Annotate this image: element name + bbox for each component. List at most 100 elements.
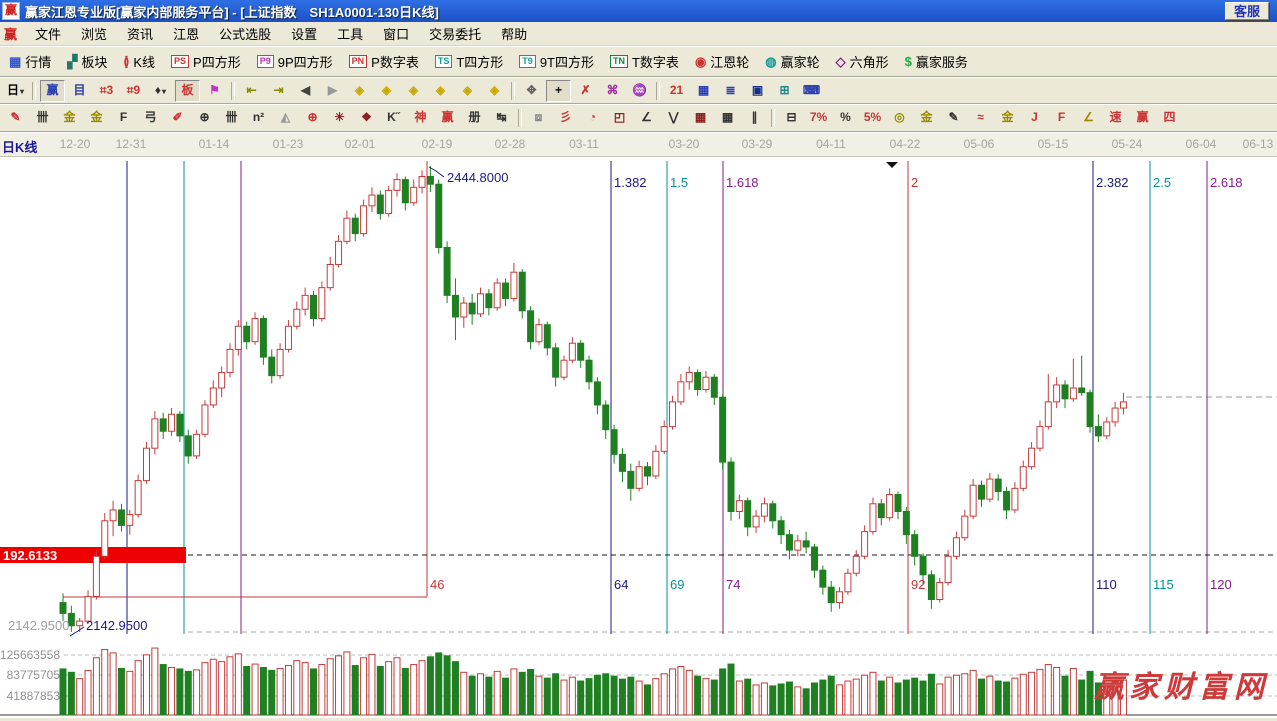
draw-grid-a-icon[interactable]: ▦ (694, 110, 707, 124)
draw-zigzag-icon[interactable]: ⋁ (668, 110, 679, 124)
draw-pct-icon[interactable]: % (840, 110, 851, 124)
draw-time-comb-icon[interactable]: 卌 (36, 110, 49, 124)
nav-pan-right-icon[interactable]: ◈ (381, 82, 392, 97)
draw-angle-line-icon[interactable]: ∠ (641, 110, 652, 124)
tool-winner-wheel[interactable]: ◍ 赢家轮 (758, 49, 826, 74)
draw-pen-red-icon[interactable]: ✎ (10, 110, 21, 124)
draw-fan-circle-icon[interactable]: ◔ (588, 110, 597, 124)
nav-bars-9-icon[interactable]: ⌗9 (126, 82, 141, 97)
main-chart-svg[interactable]: 192.6133 46 1.382 64 1.5 69 1.618 74 2 92 2.382 110… (0, 157, 1277, 718)
tool-9t-square[interactable]: T9 9T四方形 (512, 49, 601, 74)
draw-gold-angle-icon[interactable]: 金 (1001, 110, 1014, 124)
nav-pan-left-icon[interactable]: ◈ (354, 82, 365, 97)
draw-f-angle-icon[interactable]: F (1057, 110, 1066, 124)
nav-mark-tool-icon[interactable]: ✗ (580, 82, 591, 97)
nav-calculator-icon[interactable]: ▦ (697, 82, 710, 97)
nav-notes-icon[interactable]: ≣ (725, 82, 736, 97)
menu-item-settings[interactable]: 设置 (291, 27, 318, 42)
tool-winner-service[interactable]: $ 赢家服务 (898, 49, 975, 74)
draw-span-arrows-icon[interactable]: ↹ (496, 110, 507, 124)
draw-wave-band-icon[interactable]: ≈ (977, 110, 984, 124)
draw-gold-ring-icon[interactable]: ◎ (894, 110, 905, 124)
draw-gold-bars-icon[interactable]: 金 (920, 110, 933, 124)
draw-grid-b-icon[interactable]: ▦ (721, 110, 734, 124)
draw-coil-icon[interactable]: 弓 (144, 110, 157, 124)
nav-step-forward-icon[interactable]: ▶ (327, 82, 338, 97)
tool-t-square[interactable]: TS T四方形 (428, 49, 510, 74)
draw-tick-comb-icon[interactable]: 卌 (225, 110, 238, 124)
date-tick-04-22: 04-22 (889, 137, 921, 151)
draw-pen-black-icon[interactable]: ✎ (948, 110, 959, 124)
nav-info-list-icon[interactable]: 目 (73, 82, 86, 97)
draw-fan-a-icon[interactable]: ◭ (280, 110, 291, 124)
nav-calendar-icon[interactable]: 21 (669, 82, 684, 97)
tool-p-number-table[interactable]: PN P数字表 (342, 49, 426, 74)
nav-win-chart-icon[interactable]: 赢 (40, 79, 65, 102)
draw-ladder-icon[interactable]: ⊟ (786, 110, 797, 124)
menu-item-window[interactable]: 窗口 (383, 27, 410, 42)
nav-pan-all-icon[interactable]: ◈ (435, 82, 446, 97)
draw-n-squared-icon[interactable]: n² (252, 110, 265, 124)
tool-9p-square[interactable]: P9 9P四方形 (250, 49, 340, 74)
draw-pct-5-icon[interactable]: 5% (863, 110, 882, 124)
draw-ying-lines-icon[interactable]: 赢 (1136, 110, 1149, 124)
tool-hexagon[interactable]: ◇ 六角形 (829, 49, 896, 74)
nav-board-tool-icon[interactable]: 板 (175, 79, 200, 102)
draw-f-grid-icon[interactable]: F (119, 110, 128, 124)
draw-j-angle-icon[interactable]: J (1031, 110, 1038, 124)
t-square-label: T四方形 (456, 55, 504, 70)
draw-gold-comb-1-icon[interactable]: 金 (63, 110, 76, 124)
menu-item-gann[interactable]: 江恩 (173, 27, 200, 42)
nav-save-icon[interactable]: ▣ (751, 82, 764, 97)
tool-quotes[interactable]: ▦ 行情 (2, 49, 58, 74)
nav-step-back-icon[interactable]: ◀ (300, 82, 311, 97)
nav-skip-first-icon[interactable]: ⇤ (246, 82, 257, 97)
menu-item-file[interactable]: 文件 (35, 27, 62, 42)
menu-item-browse[interactable]: 浏览 (81, 27, 108, 42)
draw-frame-tool-icon[interactable]: ⧈ (534, 110, 543, 124)
tool-kline[interactable]: ≬ K线 (116, 49, 162, 74)
draw-parallel-icon[interactable]: ∥ (751, 110, 758, 124)
tool-t-number-table[interactable]: TN T数字表 (603, 49, 686, 74)
draw-target-icon[interactable]: ⊕ (307, 110, 318, 124)
nav-share-icon[interactable]: ⊞ (779, 82, 790, 97)
nav-skip-last-icon[interactable]: ⇥ (273, 82, 284, 97)
draw-pen-2-icon[interactable]: ✐ (172, 110, 183, 124)
nav-period-day-icon[interactable]: 日▾ (6, 82, 25, 97)
customer-service-button[interactable]: 客服 (1224, 2, 1269, 20)
menu-item-trade[interactable]: 交易委托 (429, 27, 482, 42)
draw-grid-123-icon[interactable]: 册 (468, 110, 481, 124)
tool-p-square[interactable]: PS P四方形 (164, 49, 248, 74)
nav-node-tool-icon[interactable]: ⌘ (606, 82, 619, 97)
nav-candle-type-icon[interactable]: ♦▾ (154, 82, 167, 97)
menu-item-help[interactable]: 帮助 (501, 27, 528, 42)
draw-pct-7-icon[interactable]: 7% (809, 110, 828, 124)
tool-sectors[interactable]: ▞ 板块 (60, 49, 114, 74)
menu-item-tools[interactable]: 工具 (337, 27, 364, 42)
draw-shen-tool-icon[interactable]: 神 (414, 110, 427, 124)
draw-wheel-icon[interactable]: ✳ (334, 110, 345, 124)
draw-fan-box-icon[interactable]: ◰ (613, 110, 626, 124)
nav-flag-colors-icon[interactable]: ⚑ (209, 82, 220, 97)
nav-bars-3-icon[interactable]: ⌗3 (99, 82, 114, 97)
hexagon-icon: ◇ (835, 53, 846, 69)
nav-computer-icon[interactable]: ⌨ (802, 82, 821, 97)
nav-wave-tool-icon[interactable]: ♒ (632, 82, 647, 97)
draw-gold-comb-2-icon[interactable]: 金 (90, 110, 103, 124)
tool-gann-wheel[interactable]: ◉ 江恩轮 (688, 49, 756, 74)
draw-ying-tool-icon[interactable]: 赢 (441, 110, 454, 124)
nav-crosshair-tool-icon[interactable]: + (546, 79, 571, 102)
draw-fan-lines-icon[interactable]: 彡 (559, 110, 572, 124)
menu-item-news[interactable]: 资讯 (127, 27, 154, 42)
menu-item-formula-pick[interactable]: 公式选股 (219, 27, 272, 42)
draw-wheel-box-icon[interactable]: ❖ (361, 110, 372, 124)
nav-pan-h-icon[interactable]: ◈ (408, 82, 419, 97)
draw-gold-angle-2-icon[interactable]: ∠ (1083, 110, 1094, 124)
draw-su-lines-icon[interactable]: 速 (1109, 110, 1122, 124)
nav-pan-center-icon[interactable]: ◈ (489, 82, 500, 97)
nav-pan-v-icon[interactable]: ◈ (462, 82, 473, 97)
draw-si-lines-icon[interactable]: 四 (1163, 110, 1176, 124)
nav-hand-tool-icon[interactable]: ✥ (526, 82, 537, 97)
draw-cycle-circle-icon[interactable]: ⊕ (199, 110, 210, 124)
draw-k-quote-icon[interactable]: K˝ (387, 110, 400, 124)
